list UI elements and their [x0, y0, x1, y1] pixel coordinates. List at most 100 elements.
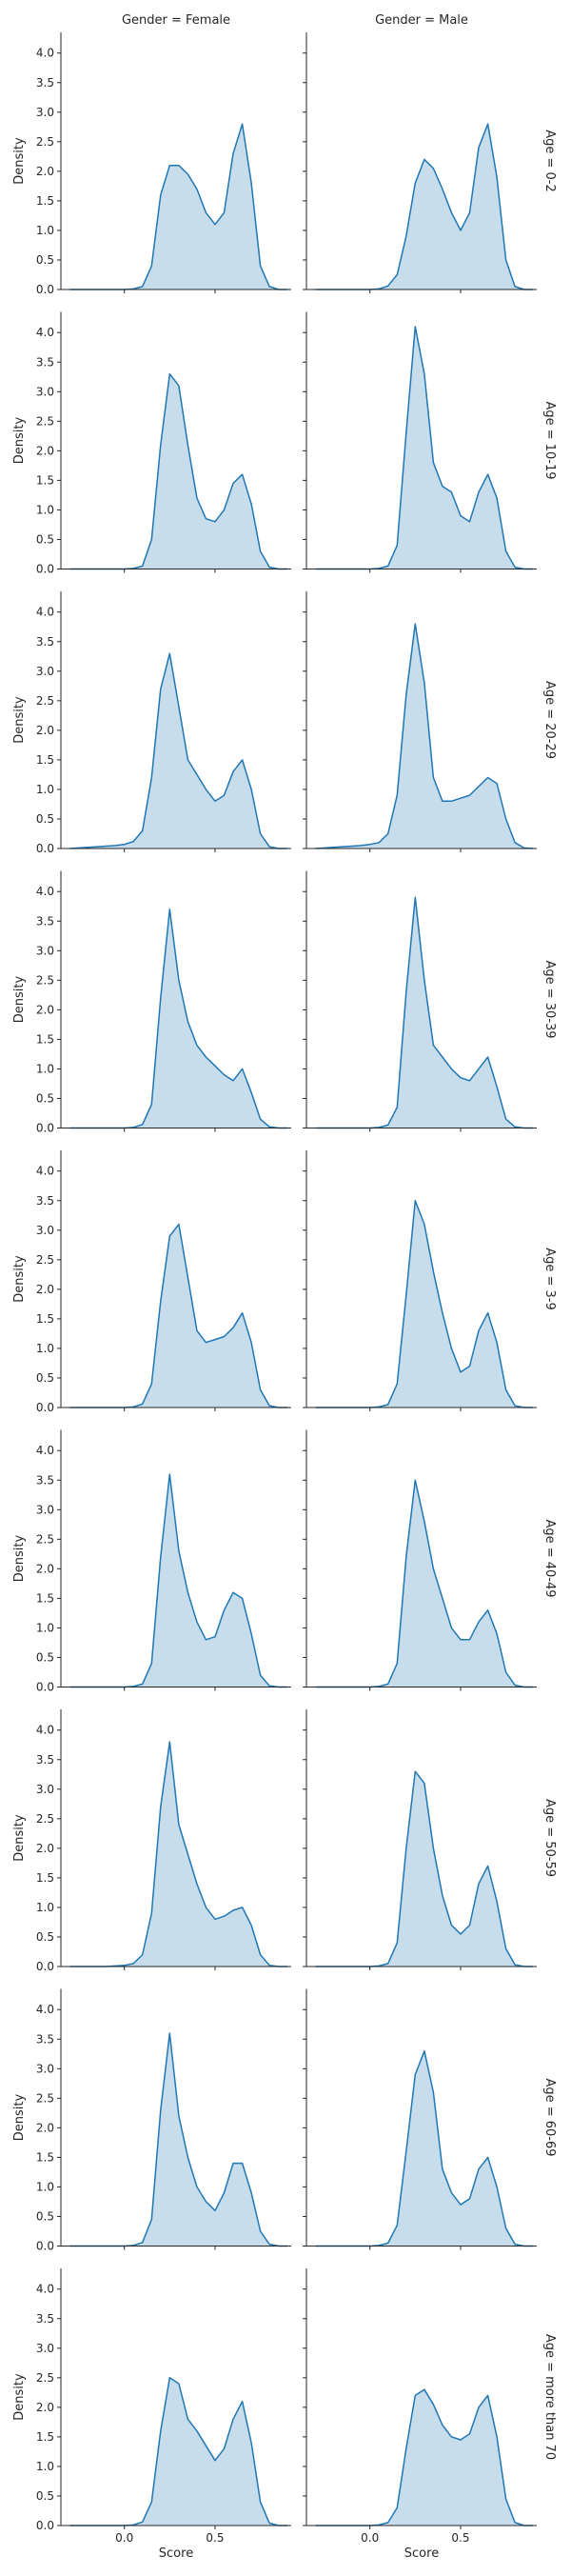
y-tick-label: 1.5: [36, 1312, 54, 1326]
x-axis-label: Score: [404, 2546, 439, 2561]
y-tick-label: 2.5: [36, 973, 54, 987]
y-tick-label: 2.0: [36, 444, 54, 457]
y-tick-label: 3.0: [36, 385, 54, 398]
x-tick-label: 0.0: [361, 2531, 379, 2545]
y-tick-label: 4.0: [36, 1724, 54, 1737]
y-tick-label: 0.0: [36, 1401, 54, 1414]
y-tick-label: 2.0: [36, 724, 54, 737]
y-tick-label: 0.5: [36, 1371, 54, 1385]
y-tick-label: 1.0: [36, 1342, 54, 1355]
y-axis-label: Density: [12, 137, 27, 185]
y-tick-label: 2.5: [36, 694, 54, 708]
y-tick-label: 1.5: [36, 2430, 54, 2444]
y-tick-label: 1.5: [36, 1032, 54, 1046]
y-axis-label: Density: [12, 1534, 27, 1582]
row-title: Age = 10-19: [542, 401, 557, 479]
y-tick-label: 1.0: [36, 1901, 54, 1914]
y-tick-label: 2.0: [36, 1842, 54, 1855]
y-tick-label: 2.5: [36, 1532, 54, 1546]
density-area: [315, 1480, 534, 1687]
y-tick-label: 0.5: [36, 1650, 54, 1664]
y-tick-label: 3.0: [36, 1503, 54, 1516]
y-tick-label: 0.0: [36, 283, 54, 296]
y-tick-label: 4.0: [36, 326, 54, 339]
density-area: [315, 124, 534, 290]
y-tick-label: 1.5: [36, 2150, 54, 2164]
y-tick-label: 1.5: [36, 194, 54, 208]
y-axis-label: Density: [12, 1255, 27, 1303]
y-tick-label: 3.5: [36, 1194, 54, 1208]
y-tick-label: 4.0: [36, 47, 54, 60]
density-area: [69, 373, 288, 569]
y-axis-label: Density: [12, 2093, 27, 2141]
density-area: [315, 1771, 534, 1967]
y-axis-label: Density: [12, 1814, 27, 1862]
y-tick-label: 3.5: [36, 1753, 54, 1767]
y-tick-label: 3.5: [36, 76, 54, 90]
x-axis-label: Score: [159, 2546, 193, 2561]
y-tick-label: 0.5: [36, 812, 54, 826]
x-tick-label: 0.5: [451, 2531, 469, 2545]
density-area: [315, 2050, 534, 2247]
y-axis-label: Density: [12, 416, 27, 464]
y-tick-label: 3.5: [36, 2032, 54, 2046]
density-area: [69, 2033, 288, 2247]
y-tick-label: 3.5: [36, 914, 54, 928]
x-tick-label: 0.5: [206, 2531, 224, 2545]
y-tick-label: 0.0: [36, 2240, 54, 2253]
y-tick-label: 0.5: [36, 1930, 54, 1944]
y-tick-label: 2.0: [36, 1562, 54, 1575]
column-title: Gender = Male: [375, 13, 468, 28]
y-tick-label: 1.5: [36, 753, 54, 767]
density-area: [69, 653, 288, 849]
y-tick-label: 3.0: [36, 2342, 54, 2355]
y-tick-label: 0.0: [36, 1122, 54, 1135]
y-tick-label: 4.0: [36, 2003, 54, 2016]
y-tick-label: 2.0: [36, 165, 54, 178]
y-tick-label: 3.0: [36, 944, 54, 957]
row-title: Age = 40-49: [542, 1519, 557, 1597]
y-tick-label: 3.0: [36, 1783, 54, 1796]
density-area: [315, 327, 534, 569]
y-tick-label: 4.0: [36, 1165, 54, 1178]
y-tick-label: 1.5: [36, 473, 54, 487]
density-area: [69, 909, 288, 1128]
density-line: [69, 652, 288, 849]
y-tick-label: 3.0: [36, 106, 54, 119]
y-tick-label: 3.5: [36, 355, 54, 369]
y-tick-label: 0.0: [36, 1960, 54, 1973]
density-area: [315, 2389, 534, 2526]
row-title: Age = 20-29: [542, 681, 557, 759]
y-tick-label: 1.0: [36, 224, 54, 237]
row-title: Age = more than 70: [542, 2334, 557, 2460]
density-area: [315, 1200, 534, 1408]
row-title: Age = 60-69: [542, 2078, 557, 2156]
y-tick-label: 0.5: [36, 1091, 54, 1105]
y-tick-label: 1.0: [36, 2180, 54, 2193]
density-area: [69, 2377, 288, 2526]
y-tick-label: 0.0: [36, 842, 54, 855]
y-tick-label: 0.0: [36, 1681, 54, 1694]
y-tick-label: 1.0: [36, 783, 54, 796]
y-tick-label: 0.0: [36, 2519, 54, 2532]
y-tick-label: 4.0: [36, 885, 54, 898]
y-axis-label: Density: [12, 696, 27, 744]
y-tick-label: 0.5: [36, 2489, 54, 2503]
y-tick-label: 1.5: [36, 1591, 54, 1605]
y-tick-label: 2.5: [36, 135, 54, 149]
y-tick-label: 2.5: [36, 2371, 54, 2385]
y-tick-label: 3.0: [36, 1224, 54, 1237]
density-area: [69, 1742, 288, 1967]
row-title: Age = 0-2: [542, 130, 557, 192]
y-tick-label: 3.0: [36, 2062, 54, 2075]
y-tick-label: 3.0: [36, 665, 54, 678]
row-title: Age = 30-39: [542, 960, 557, 1038]
density-area: [69, 124, 288, 290]
row-title: Age = 50-59: [542, 1799, 557, 1877]
y-tick-label: 1.0: [36, 503, 54, 516]
y-tick-label: 1.0: [36, 1621, 54, 1634]
y-tick-label: 2.0: [36, 2121, 54, 2134]
y-tick-label: 2.5: [36, 1812, 54, 1826]
